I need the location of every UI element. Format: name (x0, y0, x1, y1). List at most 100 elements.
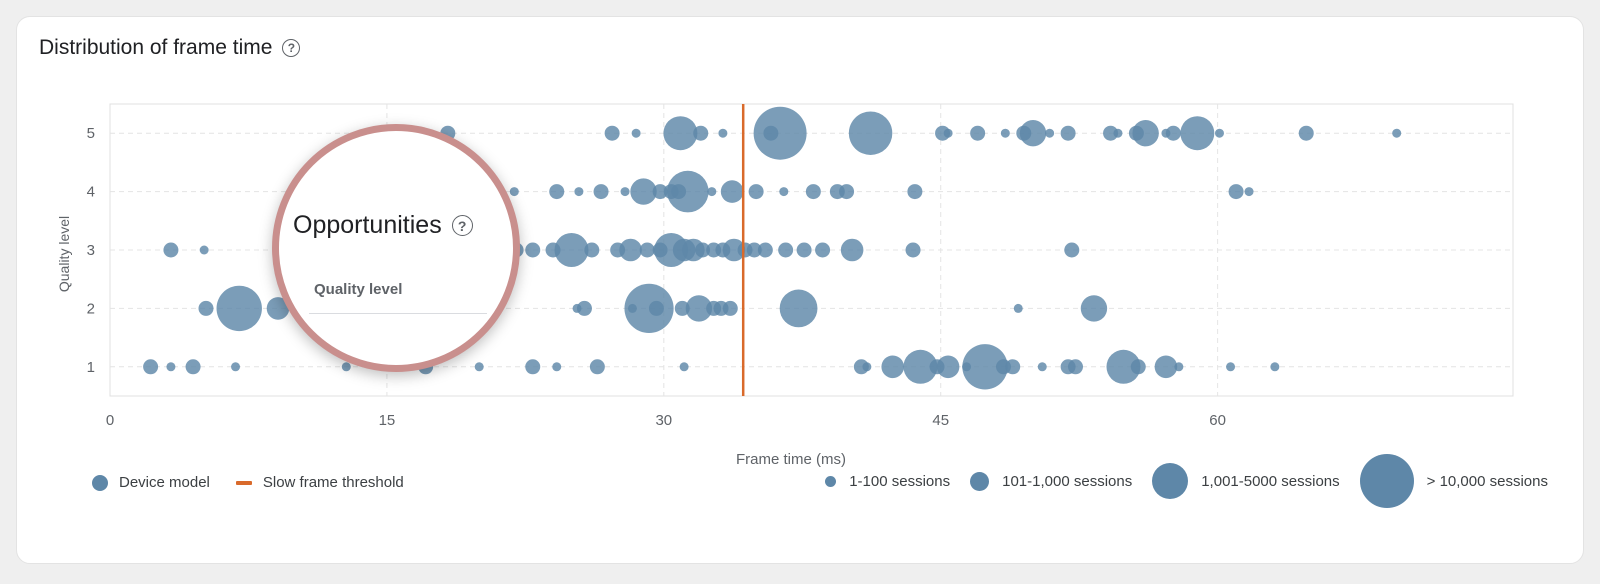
data-point (679, 362, 689, 372)
data-point (748, 184, 764, 200)
legend-series: Device model Slow frame threshold (92, 474, 404, 491)
data-point (722, 238, 746, 262)
data-point (1132, 120, 1159, 147)
data-point (1106, 349, 1141, 384)
data-point (1180, 116, 1215, 151)
data-point (1298, 125, 1314, 141)
data-point (663, 116, 698, 151)
data-point (1060, 125, 1076, 141)
data-point (576, 300, 592, 316)
data-point (639, 242, 655, 258)
size-swatch-large (1152, 463, 1189, 499)
opportunities-title: Opportunities ? (293, 211, 473, 240)
data-point (1228, 184, 1244, 200)
help-circle-icon[interactable]: ? (282, 39, 301, 57)
help-circle-icon[interactable]: ? (451, 215, 473, 236)
data-point (620, 187, 630, 197)
data-point (584, 242, 600, 258)
data-point (695, 242, 711, 258)
chart-title-text: Distribution of frame time (39, 36, 273, 59)
data-point (943, 128, 953, 138)
data-point (1165, 125, 1181, 141)
data-point (552, 362, 562, 372)
data-point (757, 242, 773, 258)
data-point (525, 359, 541, 375)
x-tick-label: 45 (932, 412, 949, 429)
data-point (936, 355, 960, 379)
data-point (143, 359, 159, 375)
data-point (753, 106, 807, 160)
data-point (674, 300, 690, 316)
data-point (604, 125, 620, 141)
x-tick-label: 0 (106, 412, 114, 429)
data-point (1130, 359, 1146, 375)
data-point (718, 128, 728, 138)
data-point (266, 297, 290, 320)
x-axis-label: Frame time (ms) (736, 451, 846, 468)
data-point (199, 245, 209, 255)
data-point (1019, 120, 1047, 147)
legend-size-1: 1-100 sessions (825, 473, 950, 490)
data-point (1000, 128, 1010, 138)
y-tick-label: 3 (87, 242, 95, 259)
data-point (685, 295, 713, 322)
data-point (549, 184, 565, 200)
data-point (1154, 355, 1178, 379)
threshold-swatch (235, 480, 252, 485)
legend-size-label: 1-100 sessions (849, 472, 951, 490)
data-point (185, 359, 201, 375)
y-axis-label: Quality level (56, 216, 72, 292)
legend-item-slow-frame-threshold[interactable]: Slow frame threshold (235, 474, 404, 491)
data-point (970, 125, 986, 141)
data-point (1005, 359, 1021, 375)
data-point (815, 242, 831, 258)
data-point (554, 233, 589, 267)
opportunities-title-text: Opportunities (293, 211, 442, 239)
data-point (707, 187, 717, 197)
data-point (779, 187, 789, 197)
size-swatch-xlarge (1359, 454, 1414, 508)
data-point (1013, 303, 1023, 313)
data-point (779, 289, 818, 328)
data-point (1244, 187, 1254, 197)
data-point (525, 242, 541, 258)
data-point (198, 300, 214, 316)
legend-item-device-model[interactable]: Device model (92, 474, 210, 491)
opportunities-magnifier: Opportunities ? Quality level (272, 124, 520, 372)
data-point (1392, 128, 1402, 138)
legend-size-label: 101-1,000 sessions (1002, 472, 1133, 490)
data-point (1045, 128, 1055, 138)
y-tick-label: 5 (87, 125, 95, 142)
data-point (907, 184, 923, 200)
device-model-swatch (92, 474, 108, 491)
data-point (1226, 362, 1236, 372)
legend-size-3: 1,001-5000 sessions (1152, 463, 1340, 499)
data-point (1103, 125, 1119, 141)
x-tick-label: 15 (379, 412, 396, 429)
opportunities-column-header: Quality level (314, 281, 403, 298)
legend-sizes: 1-100 sessions 101-1,000 sessions 1,001-… (825, 450, 1548, 512)
chart-title: Distribution of frame time ? (39, 36, 301, 60)
data-point (1064, 242, 1080, 258)
data-point (862, 362, 872, 372)
data-point (848, 111, 893, 155)
size-swatch-small (825, 475, 837, 487)
data-point (166, 362, 176, 372)
data-point (962, 344, 1008, 390)
data-point (805, 184, 821, 200)
data-point (839, 184, 855, 200)
data-point (163, 242, 179, 258)
divider (309, 313, 487, 314)
legend-device-model-label: Device model (119, 474, 210, 491)
data-point (881, 355, 905, 379)
data-point (593, 184, 609, 200)
data-point (619, 238, 642, 262)
data-point (1113, 128, 1123, 138)
data-point (693, 125, 709, 141)
data-point (1174, 362, 1184, 372)
data-point (720, 180, 744, 203)
legend-size-label: 1,001-5000 sessions (1201, 472, 1340, 490)
legend-size-2: 101-1,000 sessions (970, 471, 1133, 491)
data-point (1270, 362, 1280, 372)
data-point (667, 170, 709, 213)
